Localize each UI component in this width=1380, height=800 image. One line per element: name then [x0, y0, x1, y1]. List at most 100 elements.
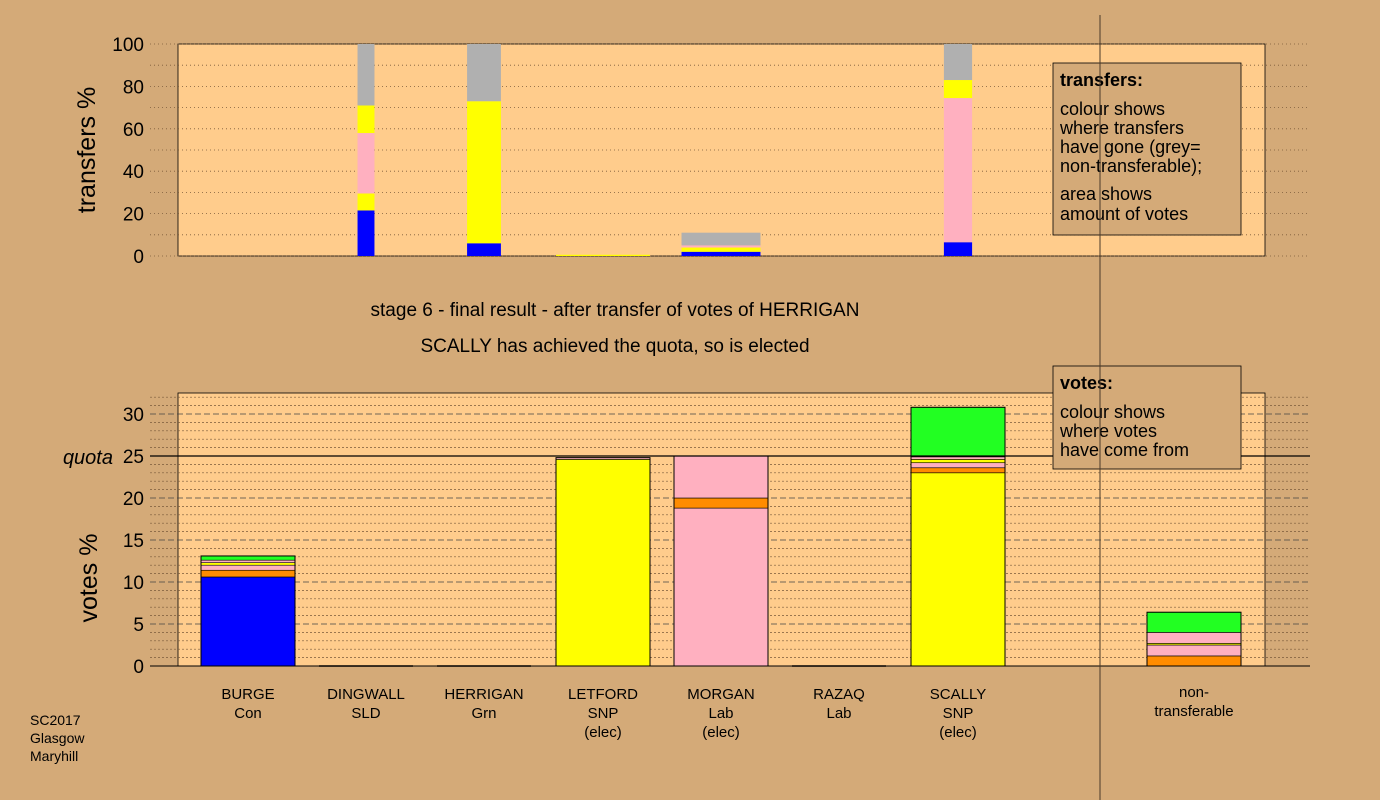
transfers-y-tick-label: 80 — [123, 77, 144, 98]
votes-y-tick-label: 10 — [123, 573, 144, 594]
votes-bar-segment — [910, 456, 1006, 460]
votes-y-tick-label: 15 — [123, 531, 144, 552]
candidate-label: Con — [234, 705, 262, 722]
votes-bar-segment — [1146, 611, 1242, 633]
candidate-label: (elec) — [939, 724, 977, 741]
transfers-bar-segment — [681, 232, 761, 246]
transfers-bar-segment — [681, 247, 761, 252]
votes-bar-segment — [1146, 655, 1242, 667]
transfers-legend-line: colour shows — [1060, 99, 1165, 119]
corner-label: Maryhill — [30, 748, 78, 764]
candidate-label: (elec) — [702, 724, 740, 741]
transfers-bar-segment — [467, 44, 501, 102]
votes-bar-outline — [200, 555, 296, 667]
quota-label: quota — [63, 447, 113, 469]
votes-y-axis-title: votes % — [75, 534, 103, 623]
votes-y-tick-label: 25 — [123, 447, 144, 468]
votes-bar-segment — [910, 459, 1006, 464]
transfers-y-axis: 0 20 40 60 80 100 — [112, 35, 144, 268]
transfers-bar-segment — [943, 80, 973, 99]
candidate-labels: BURGE Con DINGWALL SLD HERRIGAN Grn LETFORD SNP… — [221, 684, 1233, 741]
transfers-y-tick-label: 0 — [133, 247, 144, 268]
votes-bar-segment — [910, 467, 1006, 474]
votes-legend-title: votes: — [1060, 373, 1113, 393]
transfers-bar-segment — [681, 251, 761, 256]
transfers-bars — [357, 44, 973, 256]
nontransferable-label: transferable — [1154, 703, 1233, 720]
votes-bar-segment — [910, 472, 1006, 667]
votes-bar-segment — [1146, 632, 1242, 644]
transfers-bar-segment — [357, 133, 375, 194]
candidate-label: SNP — [588, 705, 619, 722]
candidate-label: Lab — [826, 705, 851, 722]
transfers-bar-segment — [357, 210, 375, 256]
transfers-legend-line: amount of votes — [1060, 204, 1188, 224]
votes-bar-segment — [200, 569, 296, 578]
votes-bar-segment — [200, 562, 296, 566]
transfers-legend-line: area shows — [1060, 184, 1152, 204]
candidate-label: DINGWALL — [327, 686, 405, 703]
transfers-bar-segment — [681, 245, 761, 248]
votes-bar-segment — [200, 555, 296, 561]
votes-y-axis: 0 5 10 15 20 30 25 — [123, 405, 144, 678]
votes-bar-segment — [673, 507, 769, 667]
transfers-bar-segment — [467, 101, 501, 244]
votes-y-tick-label: 5 — [133, 615, 144, 636]
votes-bar-segment — [555, 459, 651, 667]
votes-legend: votes: colour shows where votes have com… — [1052, 365, 1242, 470]
candidate-label: (elec) — [584, 724, 622, 741]
transfers-y-tick-label: 20 — [123, 205, 144, 226]
candidate-label: SCALLY — [930, 686, 986, 703]
votes-bar-segment — [200, 559, 296, 563]
transfers-bar-segment — [357, 193, 375, 211]
votes-bar-segment — [200, 564, 296, 571]
votes-bar-outline — [555, 457, 651, 667]
transfers-legend-line: have gone (grey= — [1060, 137, 1201, 157]
transfers-bar-segment — [556, 254, 650, 256]
candidate-label: Grn — [471, 705, 496, 722]
transfers-bar-segment — [357, 105, 375, 134]
votes-legend-line: colour shows — [1060, 402, 1165, 422]
candidate-label: SLD — [351, 705, 380, 722]
votes-y-tick-label: 20 — [123, 489, 144, 510]
transfers-legend-line: where transfers — [1059, 118, 1184, 138]
corner-label: Glasgow — [30, 730, 85, 746]
votes-y-tick-label: 30 — [123, 405, 144, 426]
votes-bar-segment — [200, 576, 296, 667]
candidate-label: LETFORD — [568, 686, 638, 703]
transfers-bar-segment — [943, 44, 973, 81]
transfers-bar-segment — [357, 44, 375, 106]
votes-bar-outline — [910, 406, 1006, 667]
votes-y-tick-label: 0 — [133, 657, 144, 678]
corner-label: SC2017 — [30, 712, 81, 728]
votes-bar-segment — [910, 462, 1006, 469]
transfers-legend: transfers: colour shows where transfers … — [1052, 62, 1242, 236]
votes-bar-segment — [1146, 644, 1242, 657]
votes-legend-line: have come from — [1060, 440, 1189, 460]
candidate-label: RAZAQ — [813, 686, 865, 703]
transfers-legend-title: transfers: — [1060, 70, 1143, 90]
votes-legend-box — [1052, 365, 1242, 470]
candidate-label: Lab — [708, 705, 733, 722]
election-status: SCALLY has achieved the quota, so is ele… — [420, 336, 809, 357]
candidate-label: MORGAN — [687, 686, 755, 703]
transfers-bar-segment — [943, 242, 973, 256]
votes-bar-outline — [1146, 611, 1242, 667]
transfers-bar-segment — [467, 243, 501, 256]
transfers-bar-segment — [943, 98, 973, 243]
transfers-y-tick-label: 60 — [123, 120, 144, 141]
nontransferable-label: non- — [1179, 684, 1209, 701]
transfers-legend-line: non-transferable); — [1060, 156, 1202, 176]
votes-bar-segment — [673, 455, 769, 499]
transfers-y-tick-label: 100 — [112, 35, 144, 56]
votes-bar-segment — [673, 497, 769, 509]
votes-bars — [200, 406, 1242, 667]
votes-legend-line: where votes — [1059, 421, 1157, 441]
transfers-y-tick-label: 40 — [123, 162, 144, 183]
candidate-label: BURGE — [221, 686, 274, 703]
stage-description: stage 6 - final result - after transfer … — [371, 300, 860, 321]
transfers-y-axis-title: transfers % — [73, 87, 101, 213]
candidate-label: HERRIGAN — [444, 686, 523, 703]
transfers-legend-box — [1052, 62, 1242, 236]
